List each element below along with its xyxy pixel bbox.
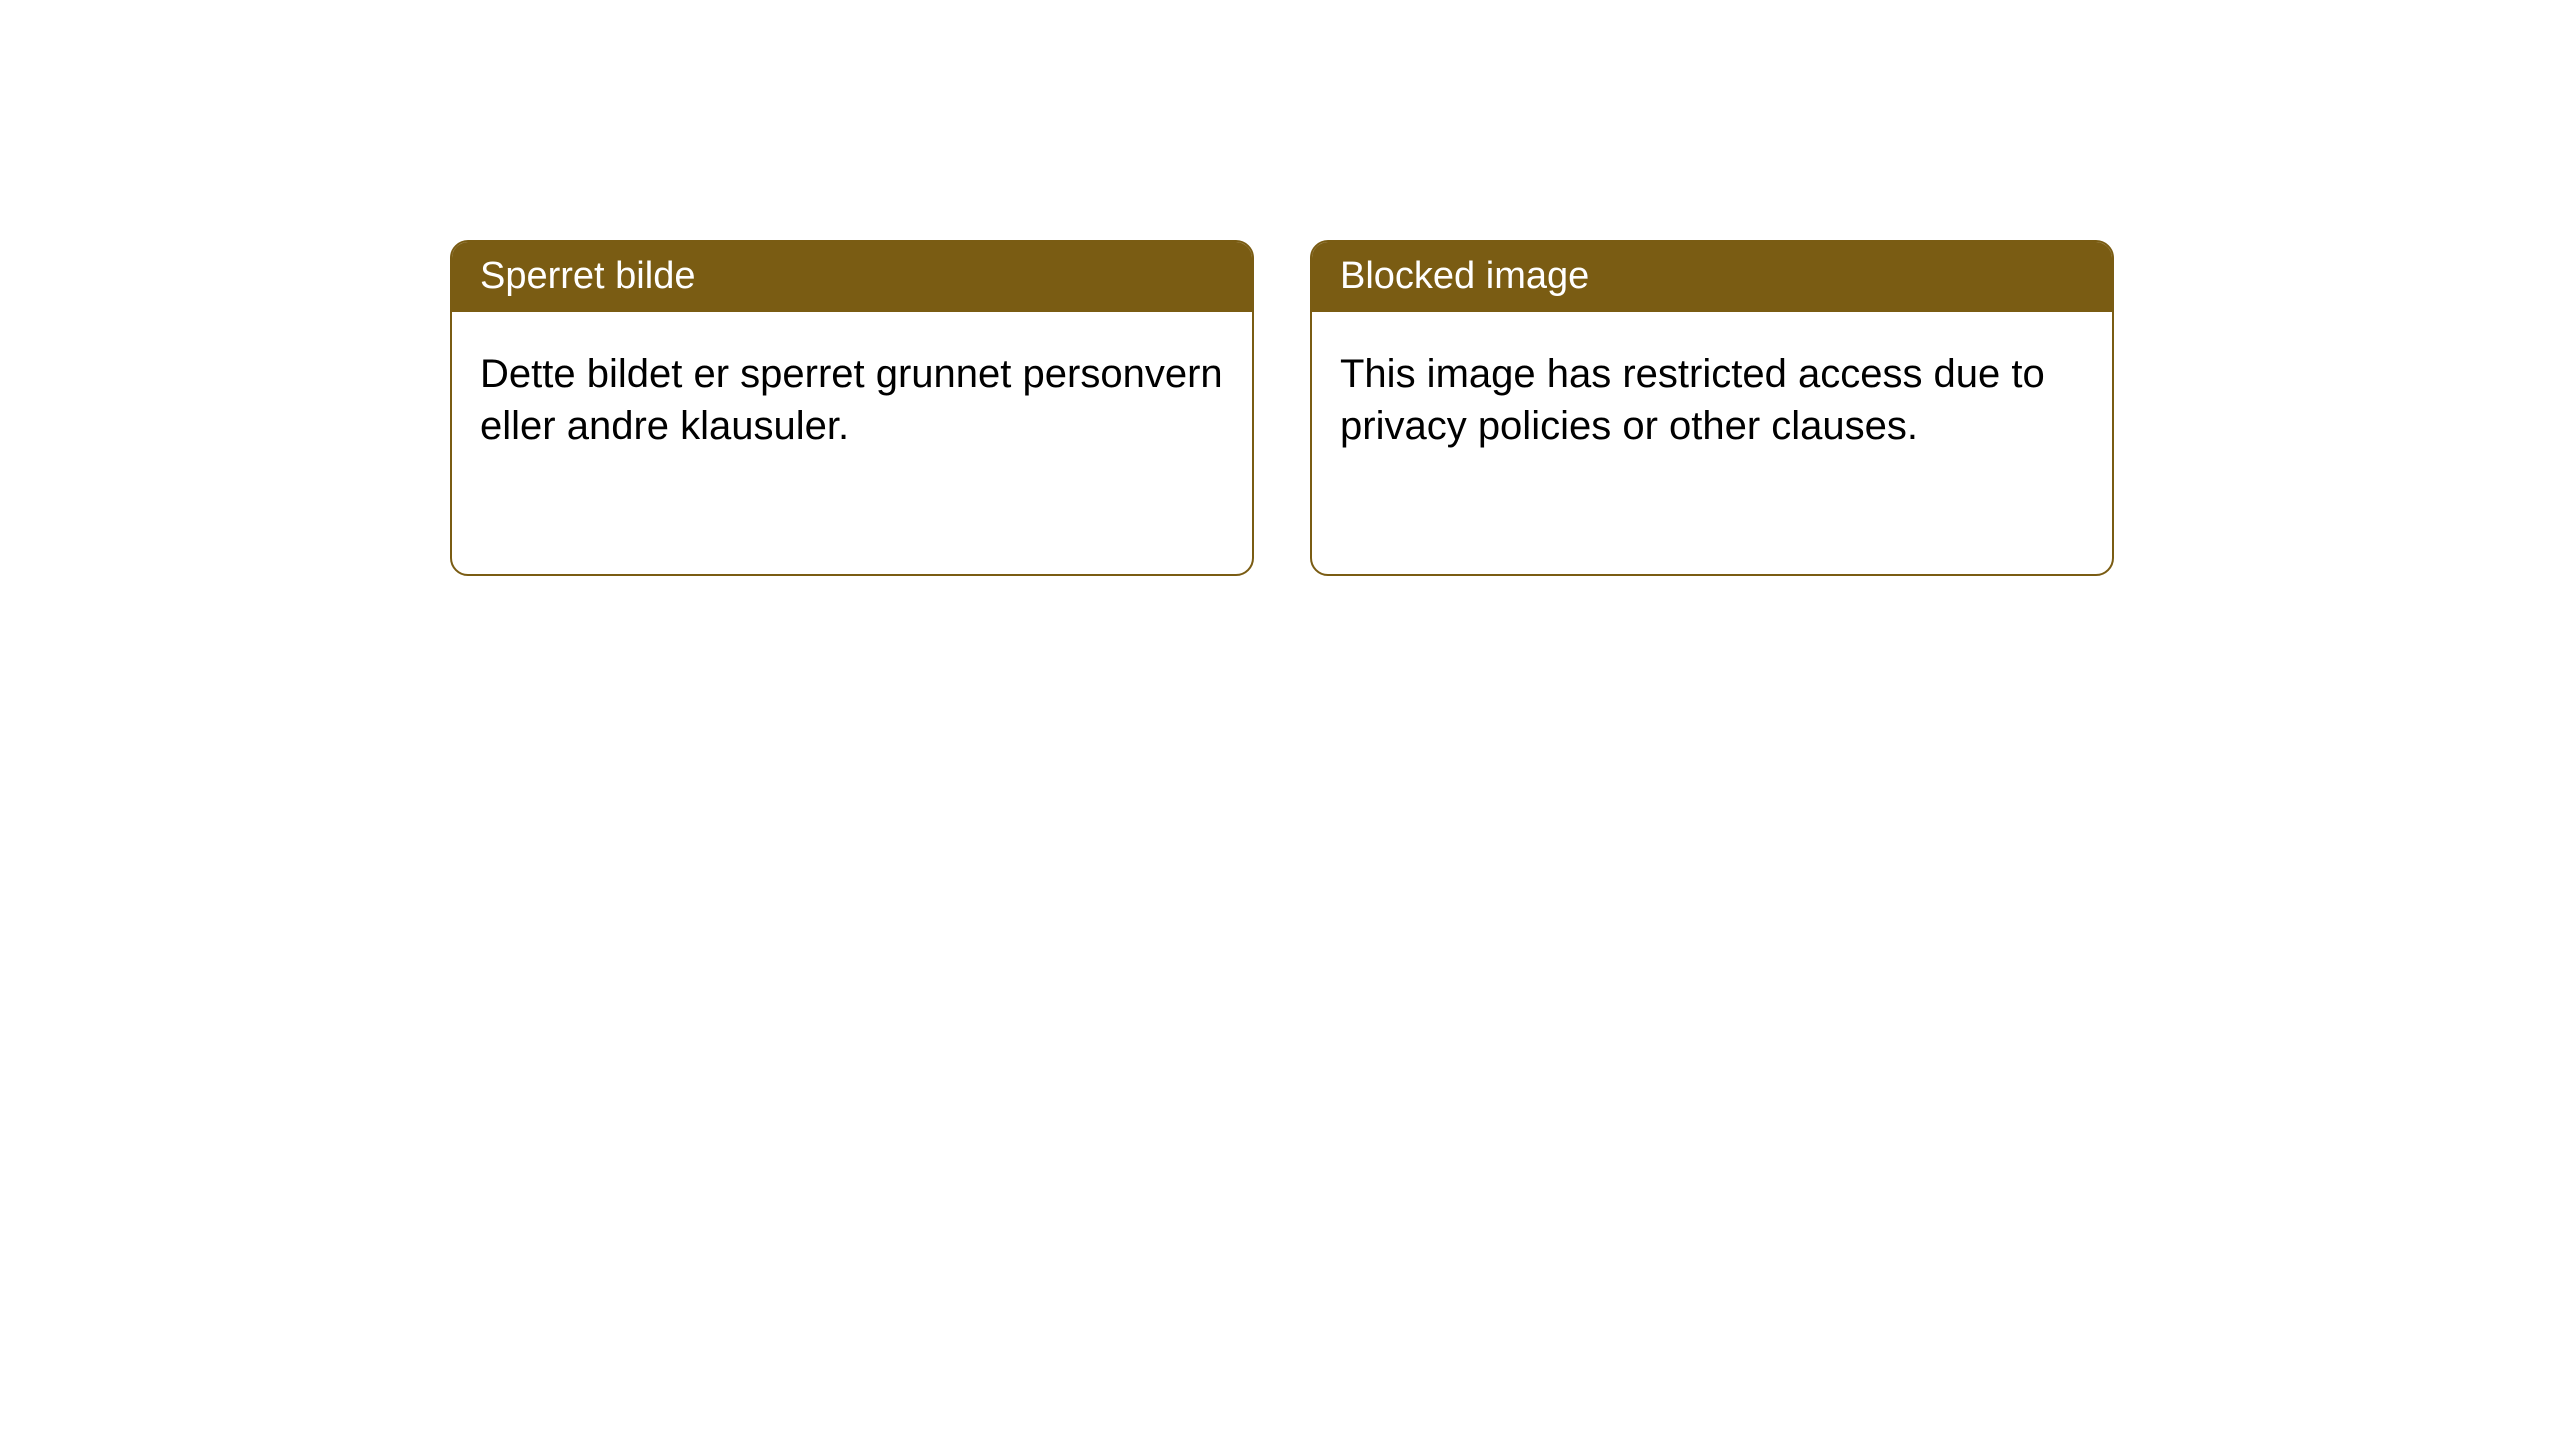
card-header: Sperret bilde xyxy=(452,242,1252,312)
blocked-image-card-no: Sperret bilde Dette bildet er sperret gr… xyxy=(450,240,1254,576)
card-body: Dette bildet er sperret grunnet personve… xyxy=(452,312,1252,488)
blocked-image-cards: Sperret bilde Dette bildet er sperret gr… xyxy=(450,240,2114,576)
blocked-image-card-en: Blocked image This image has restricted … xyxy=(1310,240,2114,576)
card-body: This image has restricted access due to … xyxy=(1312,312,2112,488)
card-header: Blocked image xyxy=(1312,242,2112,312)
